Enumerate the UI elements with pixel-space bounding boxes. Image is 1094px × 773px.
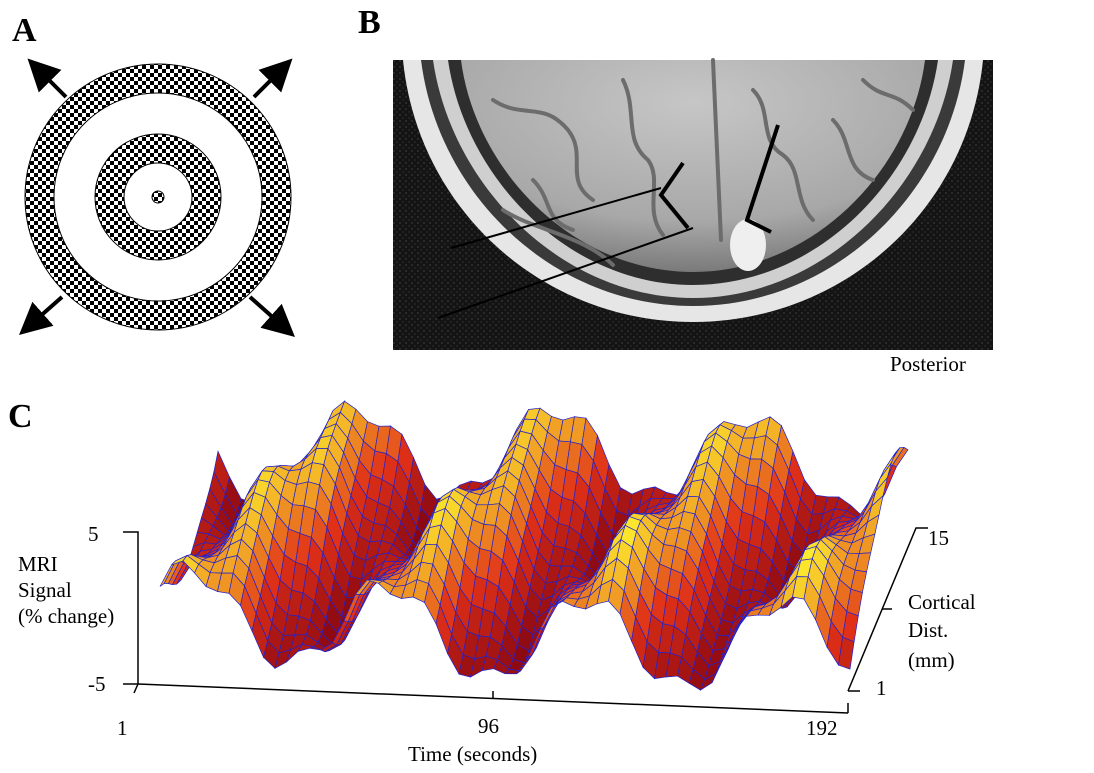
y-axis-label-line-2: Dist.	[908, 618, 949, 642]
x-tick-1	[133, 683, 139, 694]
mri-brain-slice	[393, 58, 993, 350]
arrow-upper-left	[27, 58, 68, 99]
fixation-point	[151, 190, 165, 204]
x-tick-label-96: 96	[478, 714, 499, 738]
checkerboard-ring-stimulus	[19, 58, 295, 337]
z-tick-5: 5	[88, 522, 99, 546]
x-tick-label-1: 1	[117, 716, 128, 740]
z-axis-label-line-3: (% change)	[18, 604, 115, 628]
plot-axes	[123, 527, 928, 714]
arrow-lower-right	[248, 295, 295, 337]
right-region-marker	[744, 124, 780, 234]
y-tick-label-1: 1	[876, 676, 887, 700]
panel-c-label: C	[8, 398, 33, 435]
panel-a-label: A	[12, 12, 37, 49]
surface-cell	[838, 636, 855, 670]
arrow-upper-right	[252, 58, 293, 99]
x-tick-label-192: 192	[806, 716, 838, 740]
surface-plot	[123, 400, 928, 714]
z-axis-label-line-2: Signal	[18, 578, 72, 602]
surface-mesh	[159, 400, 909, 691]
posterior-label: Posterior	[890, 352, 966, 376]
arrow-lower-left	[19, 295, 64, 335]
pointer-line-lower	[437, 227, 694, 319]
y-axis-label-line-3: (mm)	[908, 648, 955, 672]
z-tick-minus-5: -5	[88, 672, 106, 696]
panel-b-label: B	[358, 4, 381, 41]
x-axis-label: Time (seconds)	[408, 742, 538, 766]
y-tick-label-15: 15	[928, 526, 949, 550]
z-axis-line	[123, 531, 139, 685]
pointer-line-upper	[450, 187, 662, 249]
y-axis-line	[847, 527, 928, 692]
z-axis-label-line-1: MRI	[18, 552, 58, 576]
y-axis-label-line-1: Cortical	[908, 590, 976, 614]
left-region-marker	[658, 161, 690, 230]
x-axis-line	[137, 683, 849, 714]
